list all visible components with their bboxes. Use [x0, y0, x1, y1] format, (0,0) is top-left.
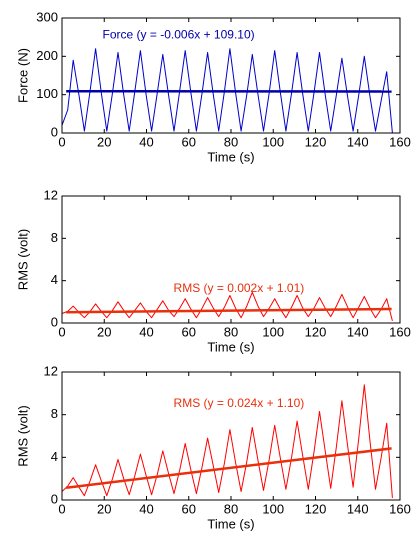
x-tick-label: 20 [97, 134, 111, 149]
y-axis-label: RMS (volt) [15, 229, 30, 290]
x-tick-label: 0 [58, 324, 65, 339]
x-tick-label: 40 [139, 134, 153, 149]
trend-label: Force (y = -0.006x + 109.10) [103, 27, 255, 41]
x-tick-label: 120 [305, 134, 327, 149]
y-tick-label: 100 [36, 86, 58, 101]
trend-line [66, 307, 392, 314]
y-tick-label: 8 [51, 230, 58, 245]
plot-frame [61, 195, 401, 324]
x-tick-label: 160 [389, 324, 411, 339]
x-tick-label: 120 [305, 324, 327, 339]
x-tick-label: 140 [347, 134, 369, 149]
x-axis-label: Time (s) [207, 339, 254, 354]
plot-frame [61, 17, 401, 134]
y-tick-label: 0 [51, 124, 58, 139]
y-tick-label: 300 [36, 9, 58, 24]
x-tick-label: 40 [139, 501, 153, 516]
x-tick-label: 140 [347, 501, 369, 516]
y-axis-label: Force (N) [15, 48, 30, 103]
x-tick-label: 60 [182, 501, 196, 516]
x-tick-label: 160 [389, 501, 411, 516]
x-tick-label: 100 [262, 324, 284, 339]
x-tick-label: 60 [182, 324, 196, 339]
x-tick-label: 80 [224, 324, 238, 339]
x-tick-label: 80 [224, 134, 238, 149]
x-tick-label: 60 [182, 134, 196, 149]
trend-label: RMS (y = 0.002x + 1.01) [174, 281, 305, 295]
y-tick-label: 4 [51, 449, 58, 464]
x-tick-label: 0 [58, 501, 65, 516]
x-tick-label: 100 [262, 501, 284, 516]
x-tick-label: 20 [97, 501, 111, 516]
x-tick-label: 20 [97, 324, 111, 339]
trend-label: RMS (y = 0.024x + 1.10) [174, 396, 305, 410]
y-tick-label: 4 [51, 272, 58, 287]
y-axis-label: RMS (volt) [15, 405, 30, 466]
signal-line [61, 291, 393, 322]
y-tick-label: 12 [44, 187, 58, 202]
x-tick-label: 0 [58, 134, 65, 149]
y-tick-label: 8 [51, 406, 58, 421]
signal-line [61, 48, 393, 134]
y-tick-label: 0 [51, 314, 58, 329]
x-tick-label: 40 [139, 324, 153, 339]
plot-frame [61, 371, 401, 501]
x-tick-label: 100 [262, 134, 284, 149]
x-tick-label: 80 [224, 501, 238, 516]
x-tick-label: 120 [305, 501, 327, 516]
y-tick-label: 200 [36, 48, 58, 63]
y-tick-label: 12 [44, 363, 58, 378]
trend-line [66, 447, 392, 489]
signal-line [61, 384, 393, 498]
x-tick-label: 160 [389, 134, 411, 149]
x-axis-label: Time (s) [207, 516, 254, 531]
x-tick-label: 140 [347, 324, 369, 339]
x-axis-label: Time (s) [207, 149, 254, 164]
y-tick-label: 0 [51, 491, 58, 506]
